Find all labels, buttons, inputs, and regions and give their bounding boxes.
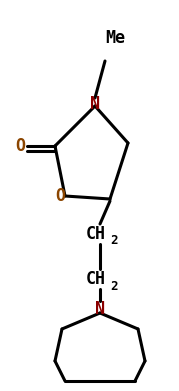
- Text: N: N: [90, 95, 100, 113]
- Text: O: O: [15, 137, 25, 155]
- Text: N: N: [95, 300, 105, 318]
- Text: Me: Me: [105, 29, 125, 47]
- Text: 2: 2: [110, 280, 118, 292]
- Text: CH: CH: [86, 225, 106, 243]
- Text: O: O: [55, 187, 65, 205]
- Text: CH: CH: [86, 270, 106, 288]
- Text: 2: 2: [110, 235, 118, 248]
